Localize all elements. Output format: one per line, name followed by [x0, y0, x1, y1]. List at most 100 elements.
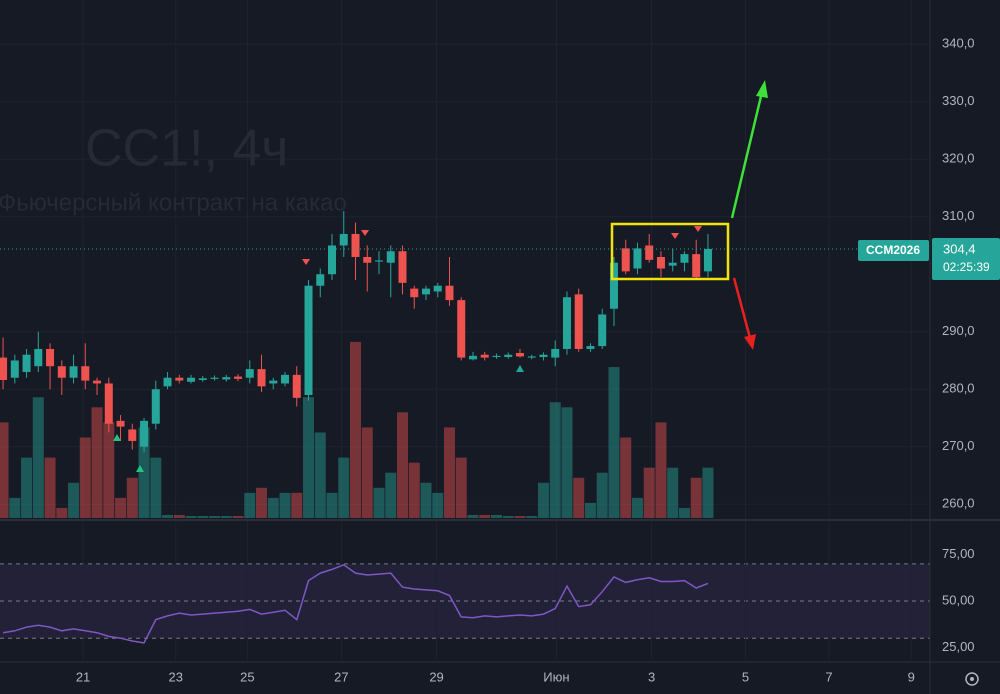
signal-up — [516, 365, 524, 372]
candle-body — [562, 297, 571, 349]
volume-bar — [79, 437, 91, 518]
volume-bar — [32, 397, 44, 518]
candle-body — [292, 374, 301, 398]
candle-body — [586, 346, 595, 349]
watermark-title: CC1!, 4ч — [85, 120, 288, 178]
price-label: CCM2026 304,4 02:25:39 — [858, 238, 1000, 280]
candle-body — [609, 262, 618, 309]
y-tick-label: 260,0 — [942, 496, 975, 511]
volume-bar — [338, 457, 350, 518]
candle-body — [104, 383, 113, 424]
volume-bar — [126, 477, 138, 518]
candle-body — [128, 429, 137, 441]
candle-body — [386, 251, 395, 263]
volume-bar — [91, 407, 103, 518]
candle-body — [57, 366, 66, 378]
candle-body — [222, 377, 231, 380]
candle-body — [468, 355, 477, 360]
volume-bar — [573, 477, 585, 518]
volume-bar — [350, 341, 362, 518]
y-tick-label: 330,0 — [942, 93, 975, 108]
x-tick-label: 21 — [76, 669, 90, 684]
volume-bar — [678, 507, 690, 518]
x-tick-label: 27 — [334, 669, 348, 684]
candle-body — [198, 378, 207, 381]
volume-bar — [432, 492, 444, 518]
volume-bar — [291, 492, 303, 518]
candle-body — [457, 300, 466, 358]
y-tick-label: 290,0 — [942, 323, 975, 338]
x-tick-label: 25 — [240, 669, 254, 684]
y-tick-label: 310,0 — [942, 208, 975, 223]
y-tick-label: 320,0 — [942, 151, 975, 166]
volume-bar — [0, 422, 9, 518]
candle-body — [257, 369, 266, 387]
candle-body — [116, 420, 125, 427]
candle-body — [163, 377, 172, 387]
candle-body — [445, 285, 454, 301]
rsi-line — [2, 563, 709, 644]
candle-body — [410, 288, 419, 298]
x-tick-label: 9 — [908, 669, 915, 684]
y-tick-label: 50,00 — [942, 592, 975, 607]
candle-body — [281, 374, 290, 384]
volume-bar — [115, 497, 127, 518]
volume-bar — [408, 462, 420, 518]
candle-body — [480, 354, 489, 358]
candle-body — [140, 420, 149, 447]
watermark-subtitle: Фьючерсный контракт на какао — [0, 189, 347, 216]
volume-bar — [279, 492, 291, 518]
candle-body — [574, 294, 583, 349]
volume-bar — [467, 514, 479, 518]
volume-bar — [514, 515, 526, 518]
candle-body — [598, 314, 607, 347]
settings-icon[interactable] — [965, 672, 979, 686]
candle-body — [375, 260, 384, 262]
signal-down — [361, 230, 369, 236]
x-tick-label: Июн — [543, 669, 569, 684]
volume-bar — [479, 514, 491, 518]
candle-body — [551, 348, 560, 358]
volume-bar — [690, 477, 702, 518]
candle-body — [633, 248, 642, 269]
x-tick-label: 29 — [429, 669, 443, 684]
candle-body — [668, 262, 677, 266]
volume-bar — [326, 492, 338, 518]
volume-bar — [608, 367, 620, 518]
volume-bar — [420, 482, 432, 518]
volume-bar — [490, 514, 502, 518]
arrow-head — [744, 334, 756, 350]
candle-body — [46, 348, 55, 367]
volume-bar — [173, 514, 185, 518]
candle-body — [69, 366, 78, 378]
signal-down — [671, 233, 679, 239]
candle-body — [175, 377, 184, 381]
volume-bar — [443, 427, 455, 518]
candle-body — [703, 248, 712, 272]
candle-body — [81, 366, 90, 381]
x-tick-label: 7 — [825, 669, 832, 684]
signal-down — [694, 226, 702, 232]
arrow-up — [730, 91, 764, 219]
candle-body — [515, 352, 524, 357]
x-tick-label: 3 — [648, 669, 655, 684]
volume-bar — [44, 457, 56, 518]
volume-bar — [244, 492, 256, 518]
volume-bar — [21, 457, 33, 518]
y-tick-label: 340,0 — [942, 36, 975, 51]
highlight-box — [610, 222, 730, 281]
volume-bar — [303, 397, 315, 518]
volume-bar — [256, 487, 268, 518]
plot — [0, 210, 930, 644]
volume-bar — [373, 487, 385, 518]
candle-body — [351, 233, 360, 257]
arrow-down — [732, 277, 752, 339]
last-price: 304,4 — [943, 241, 976, 256]
candle-body — [656, 256, 665, 269]
candle-body — [328, 245, 337, 275]
candle-body — [621, 248, 630, 272]
volume-bar — [502, 515, 514, 518]
candle-body — [433, 285, 442, 292]
